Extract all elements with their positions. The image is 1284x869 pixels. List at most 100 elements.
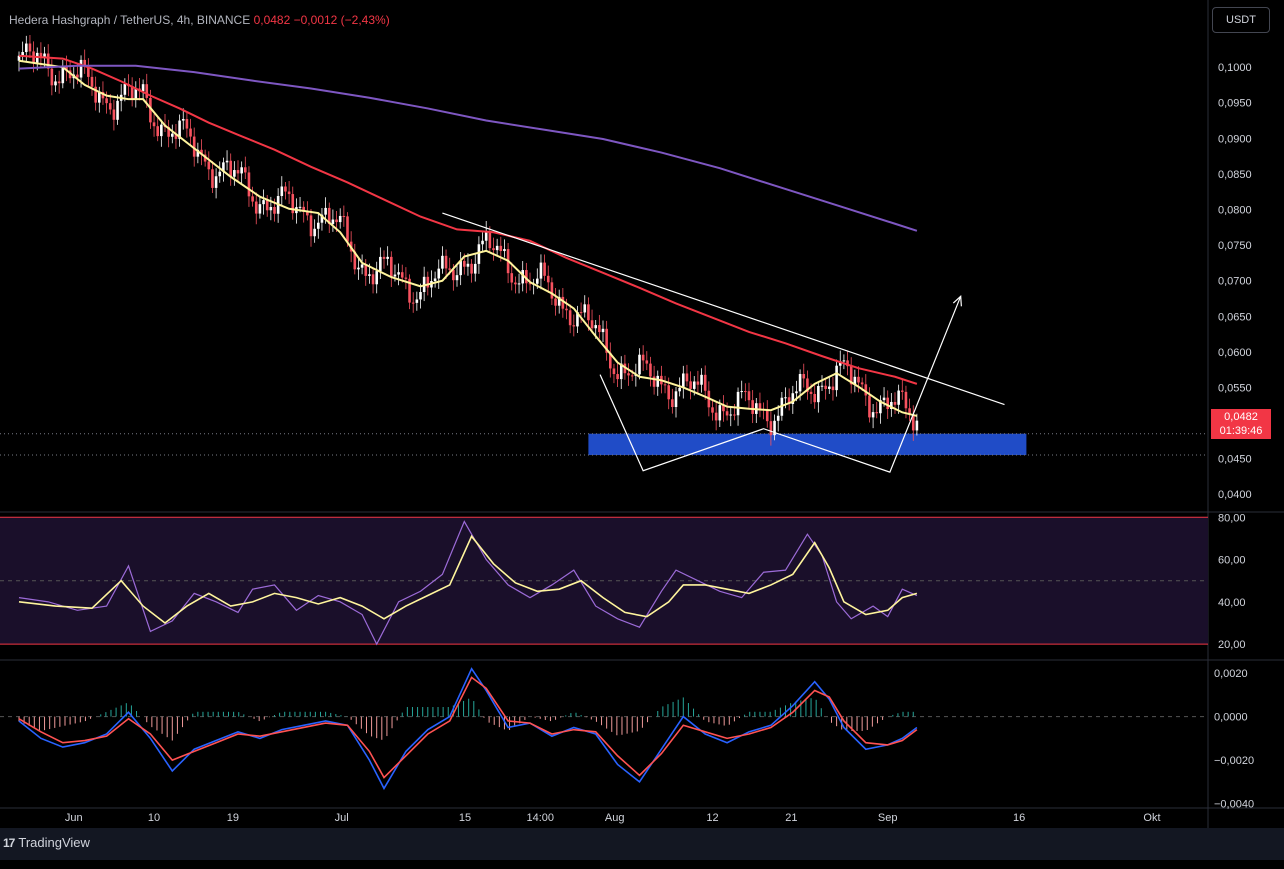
candle-body <box>828 386 831 389</box>
candle-body <box>284 186 287 192</box>
candle-body <box>893 401 897 405</box>
candle-body <box>744 391 747 393</box>
candle-body <box>787 397 791 404</box>
candle-body <box>313 228 316 237</box>
candle-body <box>57 81 61 84</box>
price-axis-label: 0,0900 <box>1218 133 1252 145</box>
candle-body <box>590 320 594 329</box>
candle-body <box>415 299 419 303</box>
candle-body <box>729 414 733 416</box>
candle-body <box>98 92 101 103</box>
candle-body <box>244 167 247 173</box>
candle-body <box>200 149 203 155</box>
candle-body <box>258 204 262 214</box>
candle-body <box>160 124 163 137</box>
candle-body <box>287 191 291 195</box>
candle-body <box>616 374 619 380</box>
badge-countdown: 01:39:46 <box>1219 425 1263 437</box>
candle-body <box>280 186 284 197</box>
candle-body <box>722 405 725 412</box>
candle-body <box>817 385 820 403</box>
candle-body <box>901 390 904 392</box>
currency-button[interactable]: USDT <box>1212 7 1270 33</box>
candle-body <box>638 354 641 375</box>
rsi-axis-label: 80,00 <box>1218 512 1246 524</box>
candle-body <box>470 263 473 274</box>
candle-body <box>572 325 576 327</box>
candle-body <box>185 119 189 129</box>
time-axis-label: 21 <box>785 812 797 824</box>
candle-body <box>251 196 254 202</box>
candle-body <box>65 65 68 71</box>
candle-body <box>714 412 718 421</box>
price-axis-label: 0,1000 <box>1218 62 1252 74</box>
candle-body <box>492 248 495 251</box>
candle-body <box>820 385 824 387</box>
candle-body <box>94 86 97 103</box>
time-axis-label: Jun <box>65 812 83 824</box>
candle-body <box>525 270 528 284</box>
candle-body <box>561 296 565 309</box>
price-axis-label: 0,0650 <box>1218 311 1252 323</box>
price-axis-label: 0,0850 <box>1218 169 1252 181</box>
candle-body <box>346 216 349 242</box>
tradingview-brand[interactable]: 17 TradingView <box>3 835 90 850</box>
candle-body <box>61 65 65 84</box>
last-price-badge: 0,0482 01:39:46 <box>1211 409 1271 439</box>
candle-body <box>463 260 466 267</box>
candle-body <box>105 98 108 104</box>
time-axis-label: Sep <box>878 812 898 824</box>
candle-body <box>875 412 879 414</box>
candle-body <box>536 278 539 284</box>
candle-body <box>306 211 309 216</box>
candle-body <box>481 240 484 245</box>
candle-body <box>619 363 623 380</box>
candle-body <box>382 256 386 259</box>
candle-body <box>375 271 378 285</box>
candle-body <box>79 59 83 78</box>
candle-body <box>543 262 546 276</box>
macd-line <box>18 667 918 791</box>
candle-body <box>50 68 54 86</box>
candle-body <box>156 126 159 137</box>
candle-body <box>364 264 368 276</box>
rsi-line <box>18 520 918 646</box>
candle-body <box>711 407 714 413</box>
candle-body <box>795 391 798 394</box>
macd-axis-label: −0,0040 <box>1214 799 1254 811</box>
arrow-head <box>952 295 962 307</box>
candle-body <box>134 88 138 99</box>
candle-body <box>587 304 590 321</box>
time-axis-label: Aug <box>605 812 625 824</box>
candle-body <box>685 373 689 382</box>
candle-body <box>152 122 156 127</box>
time-axis-label: 10 <box>148 812 160 824</box>
candle-body <box>725 411 729 416</box>
candle-body <box>25 43 28 53</box>
candle-body <box>627 373 630 376</box>
candle-body <box>510 273 514 283</box>
time-axis-label: Jul <box>335 812 349 824</box>
candle-body <box>404 277 408 279</box>
candle-body <box>477 244 481 264</box>
candle-body <box>849 366 853 385</box>
ma-mid-line <box>18 54 918 385</box>
candle-body <box>411 302 415 304</box>
candle-body <box>171 133 174 137</box>
candle-body <box>871 412 875 418</box>
candle-body <box>265 200 269 211</box>
candle-body <box>550 282 554 299</box>
candle-body <box>43 53 46 59</box>
candle-body <box>857 376 860 383</box>
time-axis-label: Okt <box>1143 812 1160 824</box>
candle-body <box>495 245 499 251</box>
candle-body <box>331 219 335 224</box>
candle-body <box>806 378 809 392</box>
symbol-title[interactable]: Hedera Hashgraph / TetherUS, 4h, BINANCE <box>9 13 251 27</box>
candle-body <box>514 282 517 285</box>
candle-body <box>181 119 185 121</box>
candle-body <box>718 405 722 421</box>
candle-body <box>320 214 324 223</box>
candle-body <box>101 92 105 99</box>
